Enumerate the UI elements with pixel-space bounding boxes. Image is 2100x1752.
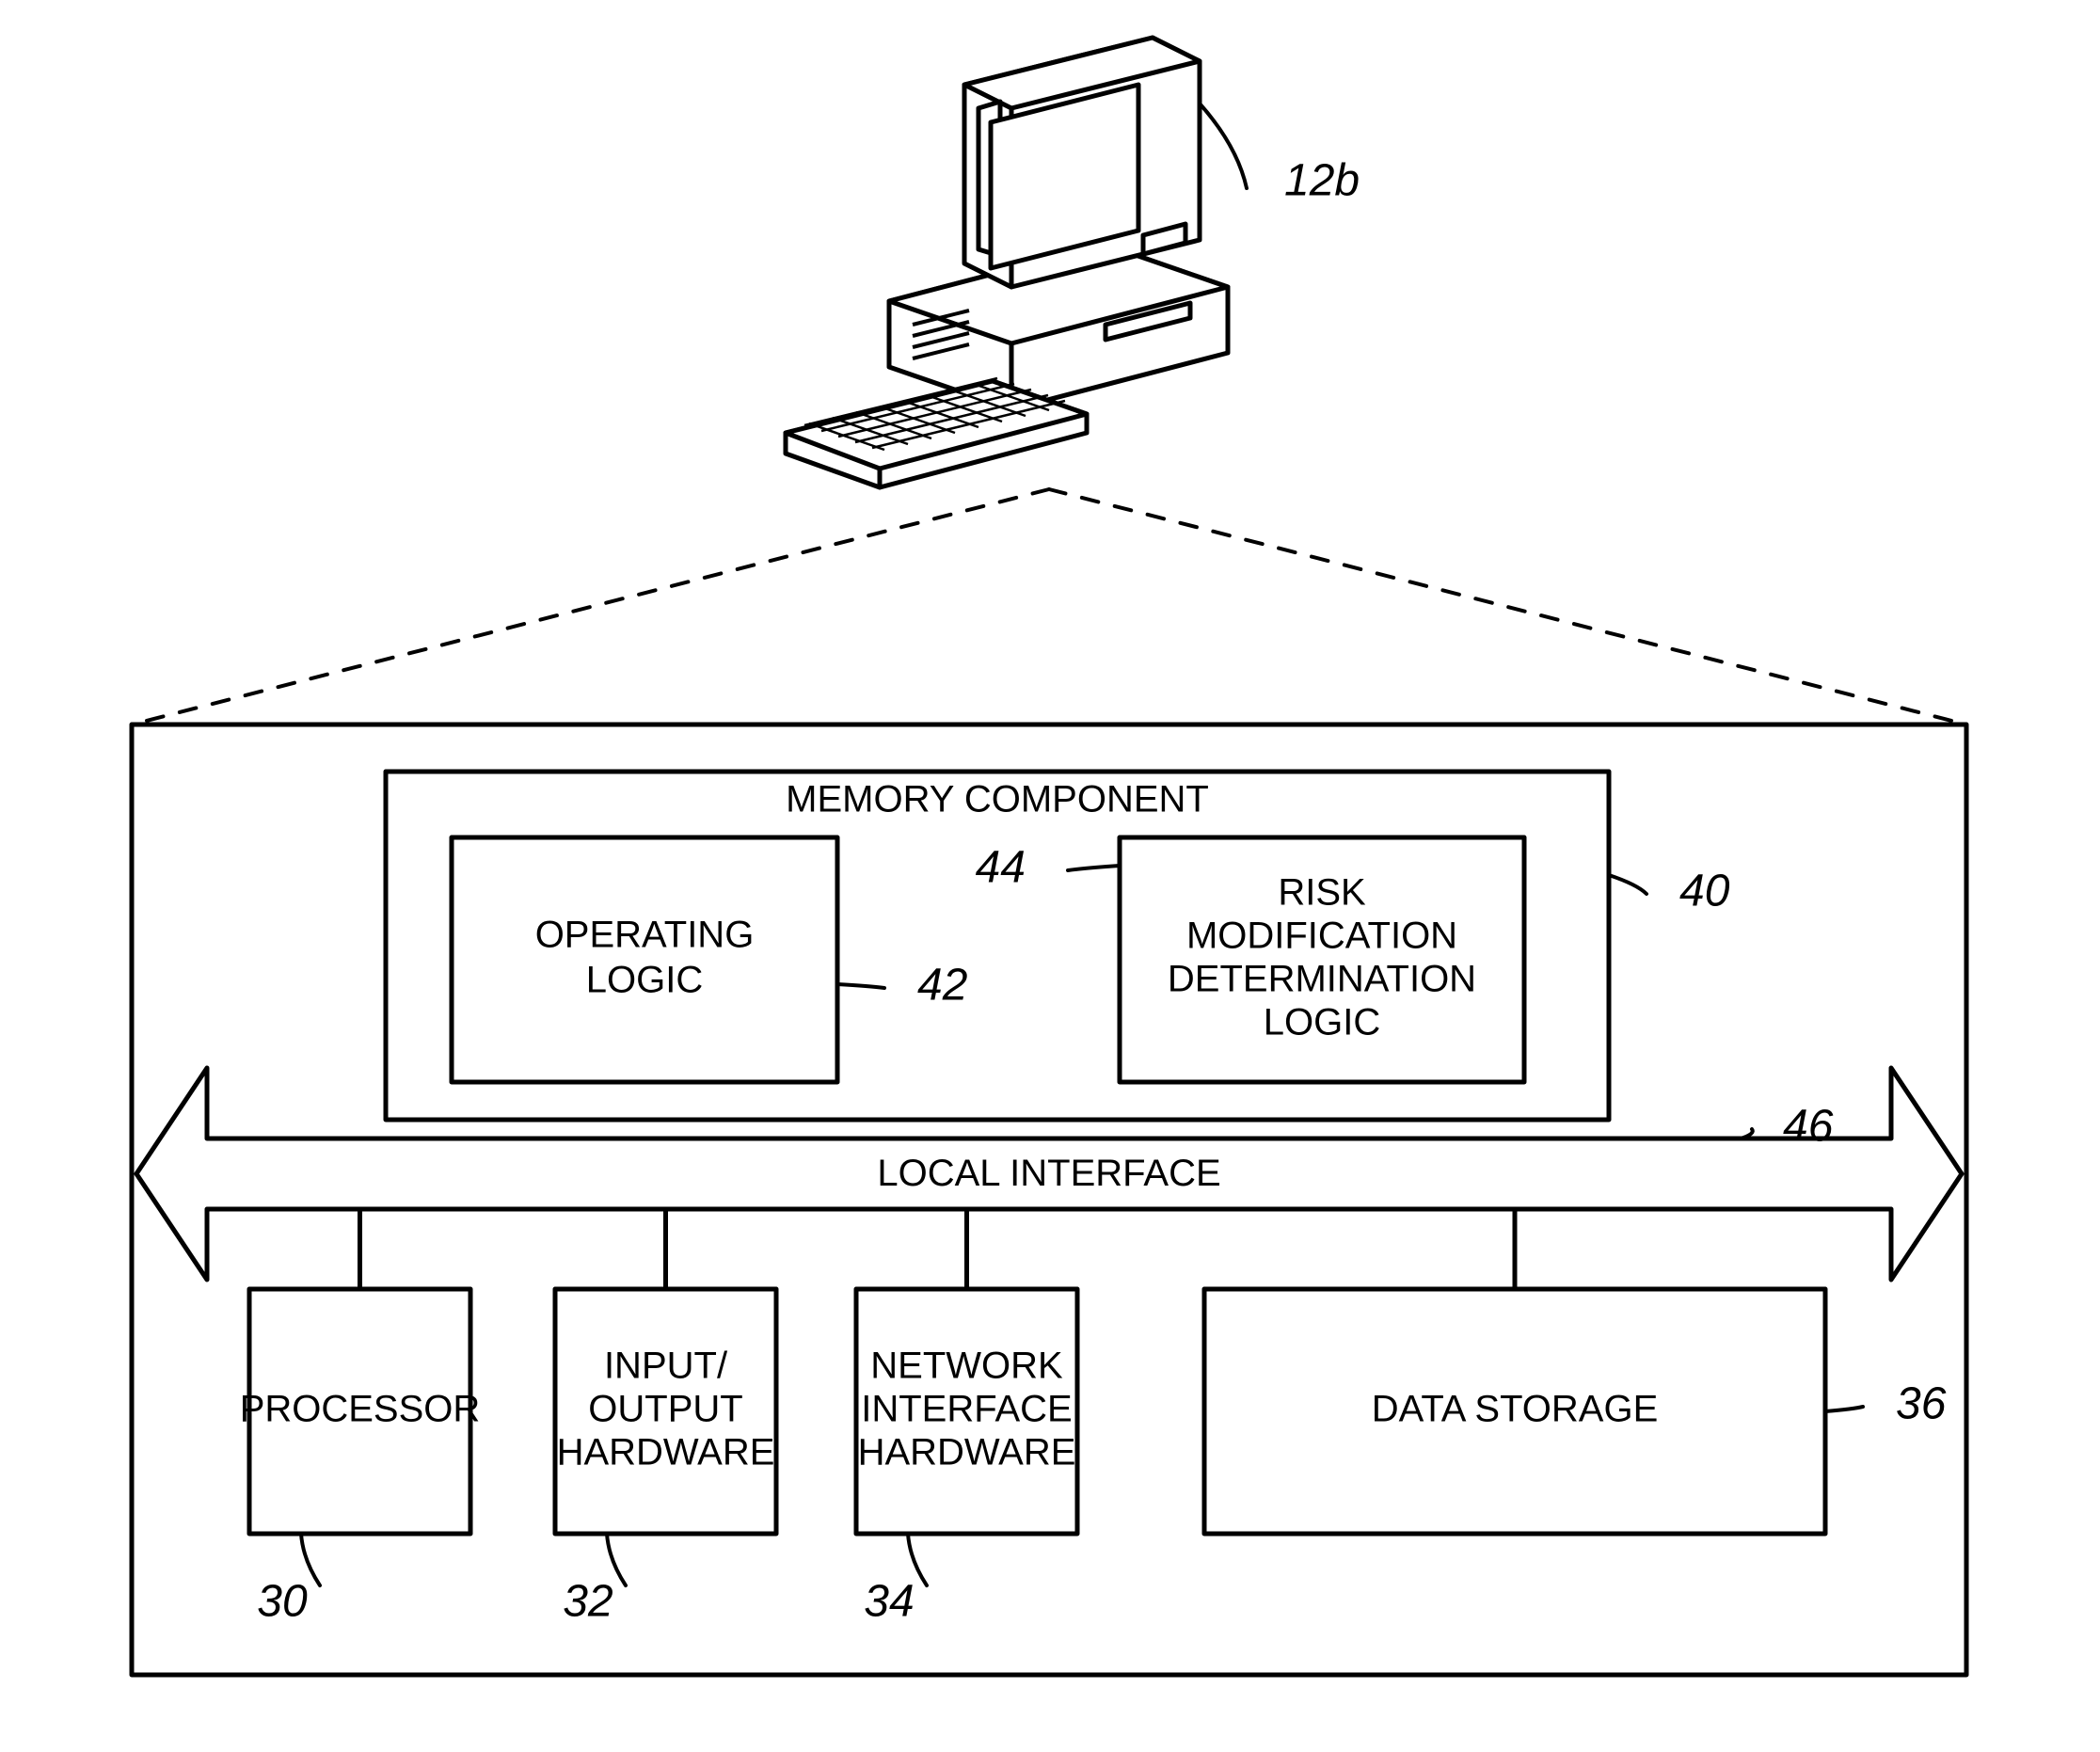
processor-label: PROCESSOR: [240, 1389, 481, 1430]
ref-46: 46: [1783, 1102, 1834, 1152]
ref-42: 42: [917, 961, 967, 1011]
ref-36: 36: [1896, 1379, 1947, 1429]
risk-logic-label: LOGIC: [1264, 1002, 1380, 1043]
ref-32: 32: [563, 1577, 612, 1627]
risk-logic-label: DETERMINATION: [1168, 959, 1476, 1000]
ref-34: 34: [864, 1577, 914, 1627]
computer-icon: [786, 38, 1228, 487]
ray-left: [132, 489, 1049, 725]
net-label: HARDWARE: [858, 1432, 1076, 1473]
ray-right: [1049, 489, 1966, 725]
io-label: HARDWARE: [557, 1432, 775, 1473]
memory-component-title: MEMORY COMPONENT: [786, 779, 1209, 820]
operating-logic-label: LOGIC: [586, 960, 703, 1001]
operating-logic-label: OPERATING: [535, 915, 755, 956]
net-label: INTERFACE: [861, 1389, 1072, 1430]
risk-logic-label: RISK: [1278, 872, 1366, 914]
storage-label: DATA STORAGE: [1372, 1389, 1659, 1430]
net-label: NETWORK: [870, 1346, 1063, 1387]
ref-44: 44: [976, 843, 1026, 893]
risk-logic-label: MODIFICATION: [1186, 916, 1457, 957]
ref-12b: 12b: [1284, 156, 1360, 206]
ref-40: 40: [1679, 867, 1730, 916]
ref-30: 30: [257, 1577, 308, 1627]
local-interface-label: LOCAL INTERFACE: [877, 1153, 1220, 1194]
io-label: OUTPUT: [588, 1389, 742, 1430]
io-label: INPUT/: [604, 1346, 728, 1387]
